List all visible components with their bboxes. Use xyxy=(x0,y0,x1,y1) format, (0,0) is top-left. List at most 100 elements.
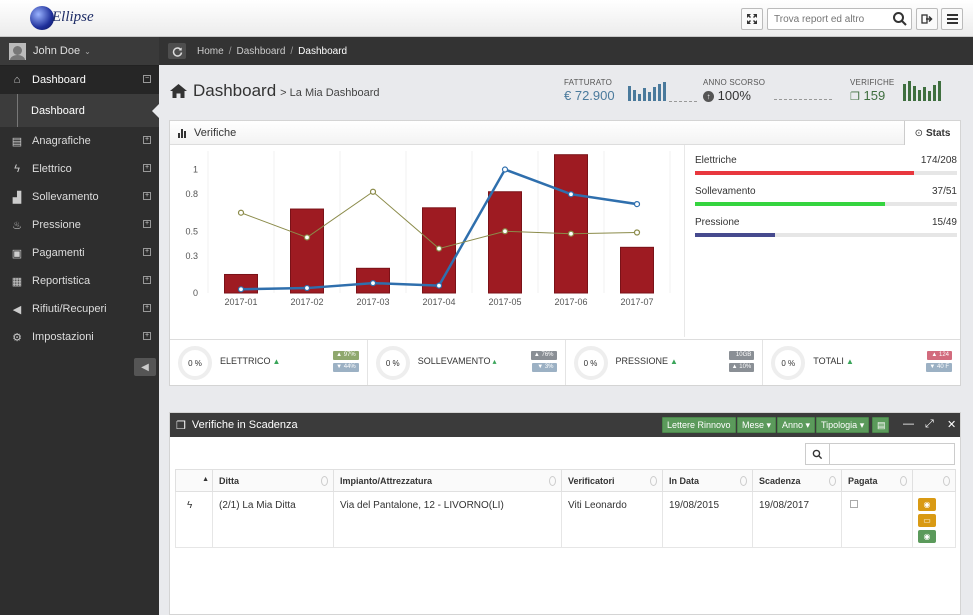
sort-icon xyxy=(321,476,328,486)
stat-value: 100% xyxy=(717,88,751,103)
breadcrumb-home[interactable]: Home xyxy=(197,45,224,57)
expand-plus-icon[interactable]: + xyxy=(143,164,151,172)
sidebar-item-rifiuti[interactable]: ◀ Rifiuti/Recuperi + xyxy=(0,295,159,323)
sidebar-item-elettrico[interactable]: ϟ Elettrico + xyxy=(0,155,159,183)
sidebar-item-pagamenti[interactable]: ▣ Pagamenti + xyxy=(0,239,159,267)
caret-up-icon: ▲ xyxy=(845,357,854,366)
export-button[interactable]: ▤ xyxy=(872,417,889,433)
search-input[interactable] xyxy=(768,9,886,29)
table-search-input[interactable] xyxy=(830,444,954,464)
kpi-totali: 0 % TOTALI ▲ ▲ 124 ▼ 40 F xyxy=(763,340,960,385)
column-header-scadenza[interactable]: Scadenza xyxy=(752,469,842,492)
stat-value: € 72.900 xyxy=(564,88,615,103)
kpi-ring: 0 % xyxy=(178,346,212,380)
y-tick-label: 0.8 xyxy=(185,189,198,199)
progress-fill xyxy=(695,171,915,175)
page-header: Dashboard > La Mia Dashboard xyxy=(170,78,380,104)
panel-title: Verifiche xyxy=(194,126,237,139)
series-1-point-2017-05 xyxy=(501,166,509,173)
x-tick-label: 2017-04 xyxy=(422,297,455,307)
expand-plus-icon[interactable]: + xyxy=(143,248,151,256)
contacts-icon: ▤ xyxy=(11,135,23,148)
clock-icon: ⊙ xyxy=(914,127,923,139)
comment-button[interactable]: ▭ xyxy=(918,514,936,527)
kpi-ring: 0 % xyxy=(375,346,410,380)
page-subtitle: > La Mia Dashboard xyxy=(280,87,380,99)
sort-icon xyxy=(740,476,747,486)
pagata-checkbox[interactable] xyxy=(850,500,858,508)
tipologia-dropdown[interactable]: Tipologia ▾ xyxy=(816,417,870,433)
column-header-actions[interactable] xyxy=(912,469,956,492)
column-header-in-data[interactable]: In Data xyxy=(662,469,753,492)
series-1-point-2017-01 xyxy=(237,286,245,293)
user-menu[interactable]: John Doe ⌄ xyxy=(0,37,159,66)
sidebar-subitem-dashboard[interactable]: Dashboard xyxy=(0,94,159,127)
maximize-icon[interactable]: ⤢ xyxy=(925,418,934,430)
divider xyxy=(669,101,697,102)
view-button[interactable]: ◉ xyxy=(918,498,936,511)
sidebar-item-reportistica[interactable]: ▦ Reportistica + xyxy=(0,267,159,295)
search-icon xyxy=(812,449,823,459)
sidebar-item-anagrafiche[interactable]: ▤ Anagrafiche + xyxy=(0,127,159,155)
sidebar-item-impostazioni[interactable]: ⚙ Impostazioni + xyxy=(0,323,159,351)
series-2-point-2017-03 xyxy=(369,188,377,195)
anno-dropdown[interactable]: Anno ▾ xyxy=(777,417,816,433)
avatar xyxy=(9,42,26,60)
search-icon[interactable] xyxy=(892,11,908,27)
expand-plus-icon[interactable]: + xyxy=(143,220,151,228)
collapse-icon[interactable]: − xyxy=(143,75,151,83)
money-icon: ▣ xyxy=(11,247,23,260)
expand-plus-icon[interactable]: + xyxy=(143,304,151,312)
sidebar-item-pressione[interactable]: ♨ Pressione + xyxy=(0,211,159,239)
search-button[interactable] xyxy=(806,444,830,464)
minimize-icon[interactable]: — xyxy=(903,418,914,430)
lettere-rinnovo-button[interactable]: Lettere Rinnovo xyxy=(662,417,736,433)
column-header-expand[interactable]: ▲ xyxy=(175,469,213,492)
caret-up-icon: ▲ xyxy=(272,357,281,366)
expand-plus-icon[interactable]: + xyxy=(143,276,151,284)
sidebar-item-sollevamento[interactable]: ▟ Sollevamento + xyxy=(0,183,159,211)
column-header-ditta[interactable]: Ditta xyxy=(212,469,334,492)
details-button[interactable]: ◉ xyxy=(918,530,936,543)
column-header-pagata[interactable]: Pagata xyxy=(841,469,913,492)
expand-plus-icon[interactable]: + xyxy=(143,136,151,144)
mese-dropdown[interactable]: Mese ▾ xyxy=(737,417,777,433)
sidebar-item-label: Reportistica xyxy=(32,275,91,287)
expand-icon xyxy=(747,14,757,24)
bar-2017-02 xyxy=(290,208,324,294)
series-2-point-2017-01 xyxy=(237,209,245,216)
file-icon: ▤ xyxy=(877,420,886,430)
cell-verificatori: Viti Leonardo xyxy=(561,491,663,548)
fullscreen-button[interactable] xyxy=(741,8,763,30)
tab-label: Stats xyxy=(925,127,951,139)
eye-icon: ◉ xyxy=(923,500,931,509)
table-row[interactable]: ϟ (2/1) La Mia Ditta Via del Pantalone, … xyxy=(175,491,956,548)
progress-elettriche: Elettriche 174/208 xyxy=(695,155,957,186)
copy-icon: ❐ xyxy=(176,419,186,432)
sidebar-collapse-button[interactable]: ◀ xyxy=(134,358,156,376)
scadenze-panel: ❐ Verifiche in Scadenza Lettere Rinnovo … xyxy=(169,412,961,615)
kpi-label: PRESSIONE xyxy=(615,356,669,366)
stat-verifiche: VERIFICHE ❐ 159 xyxy=(850,78,894,103)
bar-2017-06 xyxy=(554,154,588,294)
tab-stats[interactable]: ⊙ Stats xyxy=(904,121,960,145)
refresh-button[interactable] xyxy=(168,43,186,59)
sidebar-item-dashboard[interactable]: ⌂ Dashboard − xyxy=(0,66,159,94)
sidebar: John Doe ⌄ ⌂ Dashboard − Dashboard ▤ Ana… xyxy=(0,37,159,615)
logo-icon xyxy=(30,6,54,30)
column-header-impianto[interactable]: Impianto/Attrezzatura xyxy=(333,469,562,492)
breadcrumb-dashboard[interactable]: Dashboard xyxy=(236,45,286,57)
sidebar-item-label: Pagamenti xyxy=(32,247,85,259)
bar-chart-icon xyxy=(178,128,186,138)
expand-plus-icon[interactable]: + xyxy=(143,332,151,340)
row-expand-cell[interactable]: ϟ xyxy=(175,491,213,548)
column-header-verificatori[interactable]: Verificatori xyxy=(561,469,663,492)
progress-value: 15/49 xyxy=(931,217,957,228)
y-tick-label: 0.5 xyxy=(185,226,198,236)
kpi-badge: ▲ 124 xyxy=(927,351,952,360)
close-icon[interactable]: ✕ xyxy=(947,419,957,431)
menu-button[interactable] xyxy=(941,8,963,30)
page-title: Dashboard xyxy=(193,81,277,100)
expand-plus-icon[interactable]: + xyxy=(143,192,151,200)
logout-button[interactable] xyxy=(916,8,938,30)
